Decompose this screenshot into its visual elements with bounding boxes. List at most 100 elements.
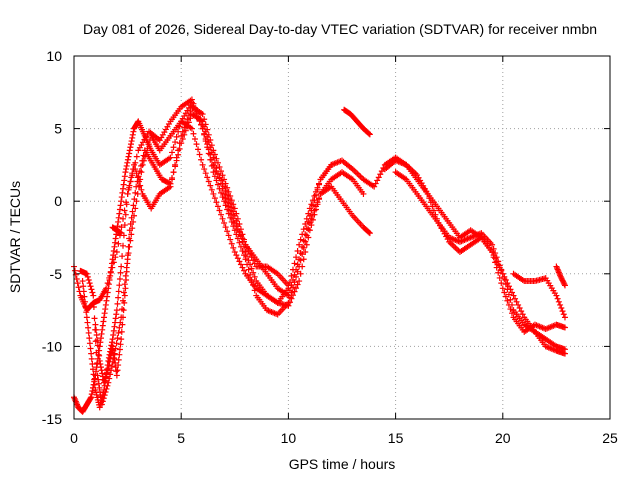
data-point bbox=[133, 170, 140, 177]
data-point bbox=[114, 335, 121, 342]
data-point bbox=[508, 289, 515, 296]
series-track-3 bbox=[77, 118, 373, 408]
data-point bbox=[236, 239, 243, 246]
data-point bbox=[490, 245, 497, 252]
data-point bbox=[496, 274, 503, 281]
data-point bbox=[110, 247, 117, 254]
data-point bbox=[512, 295, 519, 302]
data-point bbox=[561, 282, 568, 289]
data-point bbox=[102, 306, 109, 313]
data-point bbox=[208, 186, 215, 193]
data-point bbox=[118, 194, 125, 201]
data-point bbox=[86, 340, 93, 347]
data-point bbox=[129, 208, 136, 215]
data-point bbox=[115, 218, 122, 225]
data-point bbox=[80, 283, 87, 290]
data-point bbox=[218, 189, 225, 196]
series-track-10 bbox=[510, 270, 568, 321]
data-point bbox=[109, 256, 116, 263]
data-point bbox=[131, 161, 138, 168]
data-point bbox=[515, 301, 522, 308]
grid bbox=[74, 56, 610, 419]
data-point bbox=[224, 184, 231, 191]
data-point bbox=[199, 111, 206, 118]
data-point bbox=[123, 268, 130, 275]
data-point bbox=[133, 153, 140, 160]
data-point bbox=[222, 202, 229, 209]
data-point bbox=[181, 124, 188, 131]
data-point bbox=[91, 375, 98, 382]
data-point bbox=[125, 243, 132, 250]
data-point bbox=[111, 350, 118, 357]
data-point bbox=[228, 211, 235, 218]
data-point bbox=[561, 281, 568, 288]
data-point bbox=[121, 292, 128, 299]
data-point bbox=[561, 324, 568, 331]
data-point bbox=[101, 310, 108, 317]
data-point bbox=[492, 250, 499, 257]
data-point bbox=[225, 232, 232, 239]
data-point bbox=[372, 180, 379, 187]
data-point bbox=[239, 235, 246, 242]
data-point bbox=[98, 330, 105, 337]
data-point bbox=[120, 215, 127, 222]
data-point bbox=[498, 280, 505, 287]
data-point bbox=[100, 318, 107, 325]
data-point bbox=[91, 381, 98, 388]
data-point bbox=[211, 151, 218, 158]
data-point bbox=[91, 376, 98, 383]
data-point bbox=[82, 303, 89, 310]
data-point bbox=[97, 361, 104, 368]
data-point bbox=[308, 207, 315, 214]
data-point bbox=[251, 273, 258, 280]
data-point bbox=[123, 277, 130, 284]
data-point bbox=[214, 203, 221, 210]
data-point bbox=[234, 255, 241, 262]
data-point bbox=[109, 343, 116, 350]
data-point bbox=[222, 224, 229, 231]
y-tick-label: -15 bbox=[42, 411, 62, 427]
data-point bbox=[228, 197, 235, 204]
data-point bbox=[86, 280, 93, 287]
data-point bbox=[108, 363, 115, 370]
data-point bbox=[93, 331, 100, 338]
data-point bbox=[89, 387, 96, 394]
data-point bbox=[302, 249, 309, 256]
data-point bbox=[101, 386, 108, 393]
data-point bbox=[231, 219, 238, 226]
data-point bbox=[107, 352, 114, 359]
data-point bbox=[105, 362, 112, 369]
y-axis-title: SDTVAR / TECUs bbox=[7, 181, 23, 293]
data-point bbox=[115, 294, 122, 301]
data-point bbox=[213, 177, 220, 184]
data-point bbox=[375, 174, 382, 181]
data-point bbox=[207, 182, 214, 189]
data-point bbox=[129, 131, 136, 138]
data-point bbox=[507, 296, 514, 303]
data-point bbox=[112, 315, 119, 322]
data-point bbox=[107, 272, 114, 279]
data-point bbox=[303, 225, 310, 232]
data-point bbox=[111, 355, 118, 362]
data-point bbox=[184, 116, 191, 123]
data-point bbox=[113, 368, 120, 375]
data-point bbox=[121, 281, 128, 288]
data-point bbox=[137, 182, 144, 189]
data-point bbox=[507, 286, 514, 293]
data-point bbox=[176, 145, 183, 152]
data-point bbox=[316, 196, 323, 203]
data-point bbox=[216, 207, 223, 214]
x-tick-label: 25 bbox=[602, 430, 618, 446]
data-point bbox=[73, 275, 80, 282]
data-point bbox=[221, 190, 228, 197]
data-point bbox=[115, 362, 122, 369]
data-point bbox=[88, 350, 95, 357]
series-track-9 bbox=[392, 169, 568, 357]
data-point bbox=[95, 380, 102, 387]
data-point bbox=[131, 196, 138, 203]
data-point bbox=[219, 194, 226, 201]
data-point bbox=[230, 201, 237, 208]
data-point bbox=[173, 157, 180, 164]
data-point bbox=[219, 215, 226, 222]
